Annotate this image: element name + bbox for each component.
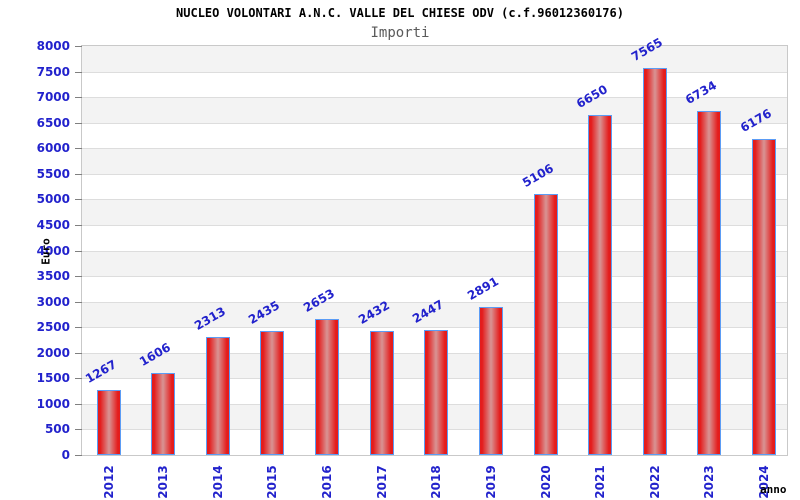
y-tick-mark — [75, 403, 82, 405]
y-tick-mark — [75, 327, 82, 329]
x-tick-label: 2015 — [265, 465, 280, 499]
gridline — [82, 327, 787, 329]
gridline — [82, 199, 787, 201]
y-tick-label: 1000 — [36, 396, 70, 411]
y-tick-label: 5000 — [36, 192, 70, 207]
y-tick-label: 500 — [44, 422, 70, 437]
x-tick-label: 2019 — [483, 465, 498, 499]
y-tick-label: 2500 — [36, 320, 70, 335]
bar-2013 — [151, 373, 176, 455]
y-tick-label: 7500 — [36, 64, 70, 79]
y-tick-label: 0 — [61, 448, 70, 462]
bar-2018 — [424, 330, 449, 455]
y-axis-title: Euro — [39, 238, 53, 265]
background-band — [82, 97, 787, 123]
y-tick-mark — [75, 199, 82, 201]
x-axis-title: anno — [760, 483, 787, 496]
y-tick-label: 2000 — [36, 345, 70, 360]
y-tick-mark — [75, 455, 82, 456]
y-tick-label: 6000 — [36, 141, 70, 156]
gridline — [82, 301, 787, 303]
y-tick-mark — [75, 301, 82, 303]
chart-title: NUCLEO VOLONTARI A.N.C. VALLE DEL CHIESE… — [176, 6, 624, 20]
y-tick-mark — [75, 429, 82, 431]
y-tick-mark — [75, 148, 82, 150]
y-tick-label: 3500 — [36, 269, 70, 284]
x-tick-label: 2018 — [429, 465, 444, 499]
bar-2014 — [205, 337, 230, 455]
y-tick-mark — [75, 71, 82, 73]
x-tick-label: 2016 — [320, 465, 334, 499]
x-tick-label: 2022 — [647, 465, 662, 499]
y-tick-mark — [75, 378, 82, 380]
y-tick-label: 8000 — [36, 39, 70, 53]
y-tick-mark — [75, 250, 82, 252]
x-tick-label: 2021 — [593, 465, 608, 499]
gridline — [82, 250, 787, 252]
bar-2024 — [752, 139, 776, 455]
y-tick-label: 7000 — [36, 90, 70, 105]
plot-area — [81, 45, 788, 456]
bar-2022 — [642, 68, 667, 455]
gridline — [82, 71, 787, 73]
gridline — [82, 122, 787, 124]
x-tick-label: 2014 — [210, 465, 225, 499]
x-tick-label: 2013 — [156, 465, 171, 499]
gridline — [82, 148, 787, 150]
y-tick-mark — [75, 224, 82, 226]
y-tick-mark — [75, 173, 82, 175]
bar-2019 — [478, 307, 503, 455]
gridline — [82, 276, 787, 278]
gridline — [82, 224, 787, 226]
background-band — [82, 301, 787, 328]
y-tick-mark — [75, 46, 82, 47]
bar-2023 — [697, 111, 722, 455]
x-tick-label: 2023 — [702, 465, 717, 499]
y-tick-label: 6500 — [36, 115, 70, 130]
background-band — [82, 46, 787, 72]
y-tick-label: 1500 — [36, 371, 70, 386]
background-band — [82, 199, 787, 225]
x-tick-label: 2012 — [101, 465, 116, 499]
background-band — [82, 148, 787, 174]
x-tick-label: 2020 — [538, 465, 553, 499]
y-tick-label: 4500 — [36, 217, 70, 232]
y-tick-mark — [75, 122, 82, 124]
y-tick-label: 4000 — [36, 243, 70, 258]
gridline — [82, 173, 787, 175]
bar-2015 — [260, 331, 285, 455]
y-tick-mark — [75, 352, 82, 354]
bar-2021 — [588, 115, 613, 455]
bar-2012 — [96, 390, 121, 455]
gridline — [82, 97, 787, 99]
x-tick-label: 2017 — [374, 465, 389, 499]
y-tick-label: 5500 — [36, 166, 70, 181]
y-tick-label: 3000 — [36, 294, 70, 309]
bar-2016 — [315, 319, 339, 455]
background-band — [82, 250, 787, 277]
bar-2017 — [369, 331, 394, 455]
bar-2020 — [533, 194, 558, 455]
chart-subtitle: Importi — [370, 25, 430, 41]
y-tick-mark — [75, 97, 82, 99]
y-tick-mark — [75, 276, 82, 278]
